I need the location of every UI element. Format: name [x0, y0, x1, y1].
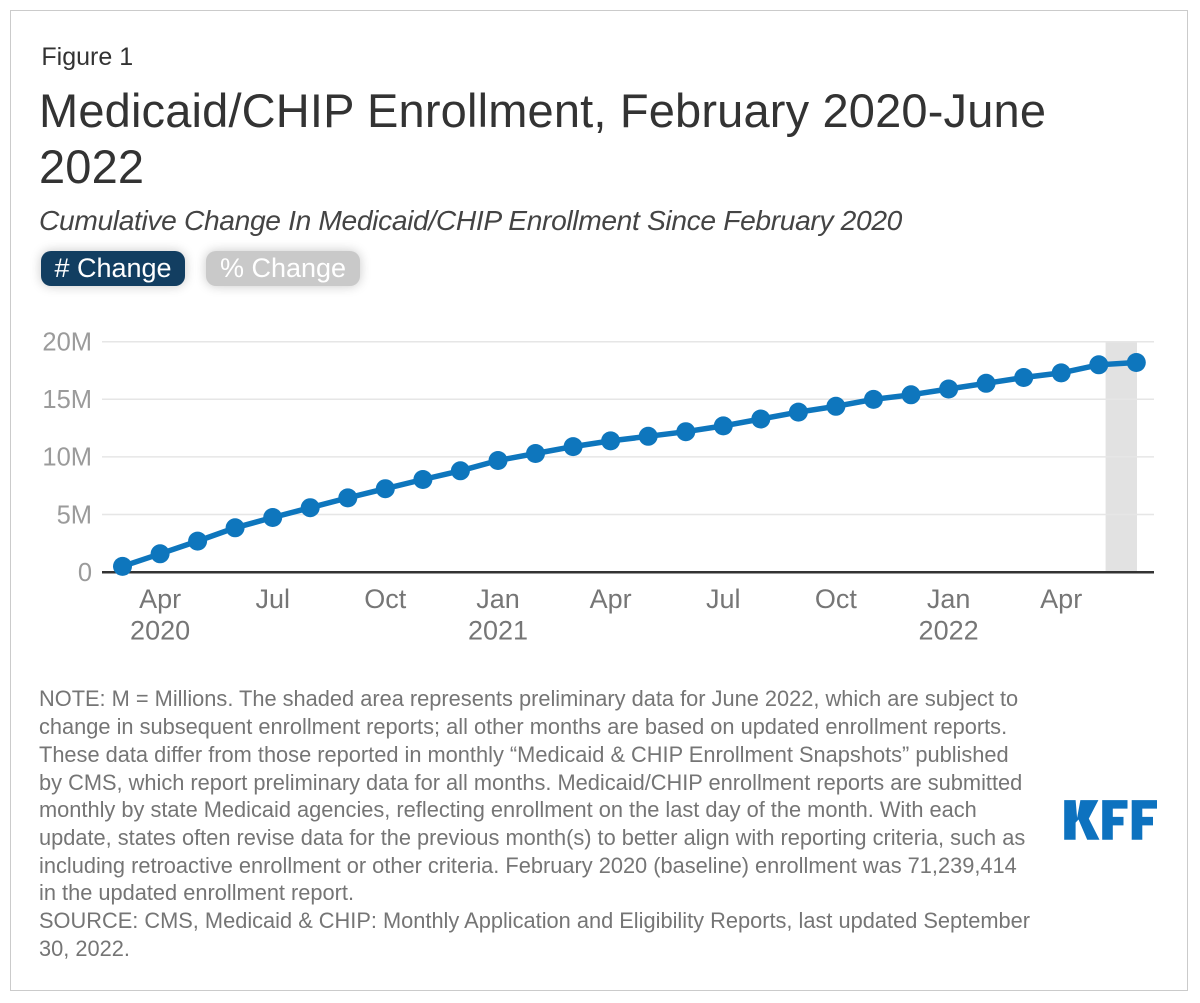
- svg-text:0: 0: [78, 559, 92, 587]
- svg-text:10M: 10M: [42, 444, 92, 472]
- svg-text:Jul: Jul: [706, 584, 741, 614]
- svg-text:15M: 15M: [42, 386, 92, 414]
- svg-text:20M: 20M: [42, 329, 92, 357]
- svg-text:Apr: Apr: [139, 584, 181, 614]
- svg-text:Jul: Jul: [255, 584, 290, 614]
- svg-text:Jan: Jan: [927, 584, 971, 614]
- svg-text:Apr: Apr: [590, 584, 632, 614]
- svg-text:Oct: Oct: [364, 584, 407, 614]
- svg-text:2021: 2021: [468, 615, 528, 645]
- svg-text:Apr: Apr: [1040, 584, 1082, 614]
- svg-text:5M: 5M: [57, 501, 92, 529]
- svg-text:2020: 2020: [130, 615, 190, 645]
- svg-text:2022: 2022: [919, 615, 979, 645]
- svg-text:Oct: Oct: [815, 584, 858, 614]
- svg-text:Jan: Jan: [476, 584, 520, 614]
